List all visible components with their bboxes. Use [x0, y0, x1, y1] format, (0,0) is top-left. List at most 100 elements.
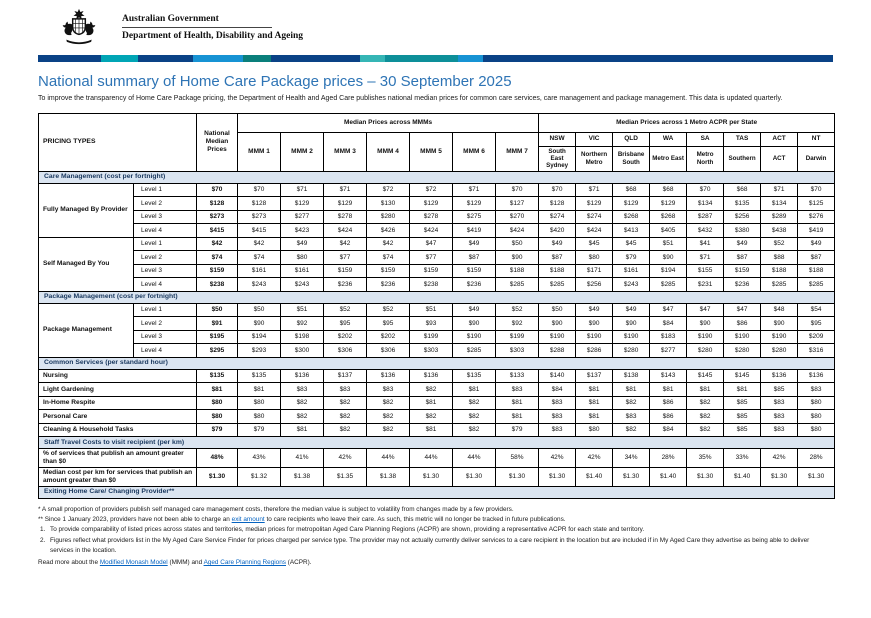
price-value: $83 [760, 395, 799, 411]
price-value: $51 [649, 236, 688, 252]
price-value: 44% [409, 448, 453, 469]
national-median-value: $295 [196, 343, 238, 358]
price-value: $188 [494, 263, 540, 279]
national-median-value: $81 [196, 382, 238, 397]
price-value: $83 [323, 382, 367, 397]
price-value: $79 [237, 422, 281, 438]
price-value: $419 [797, 223, 836, 238]
aged-care-planning-regions-link[interactable]: Aged Care Planning Regions [203, 559, 286, 567]
price-value: $49 [280, 236, 324, 252]
modified-monash-model-link[interactable]: Modified Monash Model [99, 559, 168, 567]
national-median-value: $91 [196, 316, 238, 331]
price-value: $129 [409, 196, 453, 211]
price-value: $243 [280, 277, 324, 292]
footnote-asterisk: * A small proportion of providers publis… [38, 505, 833, 515]
table-row: Level 2 $74 $74 $80 $77 $74 $77 $87 $90 $87 $80 $79… [39, 250, 836, 265]
state-region-header: South East Sydney [538, 145, 577, 172]
price-value: $81 [612, 382, 651, 397]
price-value: $133 [494, 368, 540, 384]
coat-of-arms-icon [62, 8, 96, 45]
price-value: $188 [760, 263, 799, 279]
price-value: $82 [366, 395, 410, 411]
price-value: $49 [538, 236, 577, 252]
price-value: $84 [538, 382, 577, 397]
exit-amount-link[interactable]: exit amount [231, 516, 265, 524]
price-value: $70 [797, 182, 836, 198]
price-value: 58% [494, 448, 540, 469]
price-value: $1.40 [575, 467, 614, 487]
national-median-value: $74 [196, 250, 238, 265]
pricing-types-header: PRICING TYPES [38, 112, 197, 172]
row-level-label: Level 2 [133, 316, 197, 331]
price-value: $138 [612, 368, 651, 384]
state-region-header: Southern [723, 145, 762, 172]
price-value: $243 [612, 277, 651, 292]
mmm-column-header: MMM 6 [452, 131, 496, 172]
section-row: Exiting Home Care/ Changing Provider** [37, 485, 836, 499]
national-median-header: National Median Prices [196, 112, 238, 172]
price-value: $51 [280, 302, 324, 318]
price-value: $92 [280, 316, 324, 331]
price-value: $236 [366, 277, 410, 292]
row-group-label: Fully Managed By Provider [38, 182, 134, 238]
price-value: $285 [538, 277, 577, 292]
mmm-column-header: MMM 1 [237, 131, 281, 172]
price-value: $45 [575, 236, 614, 252]
price-value: $82 [452, 409, 496, 424]
price-value: $268 [649, 209, 688, 225]
price-value: $87 [797, 250, 836, 265]
price-value: $86 [649, 395, 688, 411]
price-value: $432 [686, 223, 725, 238]
price-value: $87 [538, 250, 577, 265]
price-value: 41% [280, 448, 324, 469]
price-value: $90 [575, 316, 614, 331]
state-region-header: Brisbane South [612, 145, 651, 172]
row-label: Nursing [38, 368, 197, 384]
price-value: $95 [323, 316, 367, 331]
price-value: $256 [575, 277, 614, 292]
price-value: $81 [723, 382, 762, 397]
price-value: $92 [494, 316, 540, 331]
price-value: $275 [452, 209, 496, 225]
intro-paragraph: To improve the transparency of Home Care… [38, 95, 783, 102]
price-value: $90 [538, 316, 577, 331]
footnote2-post: to care recipients who leave their care.… [264, 516, 566, 524]
price-value: $285 [494, 277, 540, 292]
price-value: 42% [760, 448, 799, 469]
department-title: Department of Health, Disability and Age… [122, 30, 304, 41]
section-row: Care Management (cost per fortnight) [37, 170, 836, 184]
mmm-column-header: MMM 4 [366, 131, 410, 172]
table-row: Cleaning & Household Tasks $79 $79 $81 $82 $8… [38, 422, 836, 438]
price-value: $83 [612, 409, 651, 424]
price-value: $50 [494, 236, 540, 252]
state-abbr-header: WA [649, 131, 688, 147]
price-value: $72 [409, 182, 453, 198]
price-value: $190 [686, 329, 725, 345]
national-median-value: $50 [196, 302, 238, 318]
price-value: $125 [797, 196, 836, 211]
row-label: % of services that publish an amount gre… [38, 448, 197, 469]
price-value: $70 [237, 182, 281, 198]
price-value: $306 [366, 343, 410, 358]
price-value: $438 [760, 223, 799, 238]
price-value: $70 [538, 182, 577, 198]
table-row: Level 3 $195 $194 $198 $202 $202 $199 $190 $199 $… [39, 329, 836, 345]
national-median-value: $159 [196, 263, 238, 279]
price-value: $190 [575, 329, 614, 345]
price-value: $72 [366, 182, 410, 198]
price-value: $42 [237, 236, 281, 252]
price-value: $270 [494, 209, 540, 225]
mmm-column-header: MMM 5 [409, 131, 453, 172]
numbered-note-2: 2. Figures reflect what providers list i… [38, 536, 833, 557]
price-value: $1.30 [494, 467, 540, 487]
mmm-column-header: MMM 3 [323, 131, 367, 172]
gov-divider [122, 26, 272, 28]
price-value: $136 [366, 368, 410, 384]
price-value: $74 [366, 250, 410, 265]
price-value: $128 [237, 196, 281, 211]
price-value: $1.30 [409, 467, 453, 487]
price-value: $161 [237, 263, 281, 279]
national-median-value: $79 [196, 422, 238, 438]
price-value: $190 [760, 329, 799, 345]
price-value: $278 [323, 209, 367, 225]
